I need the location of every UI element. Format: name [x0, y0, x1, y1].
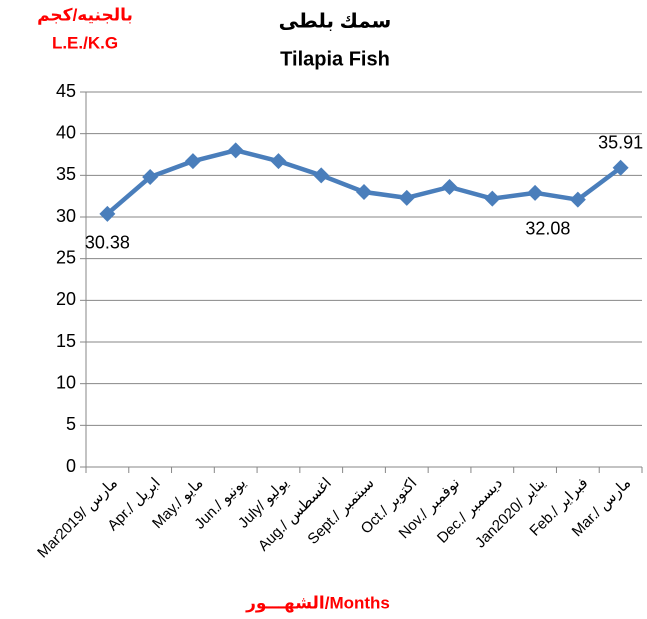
marker	[569, 191, 586, 208]
data-label: 32.08	[525, 218, 570, 238]
marker	[142, 169, 159, 185]
y-tick-label: 10	[56, 372, 76, 392]
data-line	[105, 148, 622, 216]
marker	[99, 205, 116, 222]
x-axis-label: الشهـــور/Months	[245, 593, 390, 613]
y-tick-label: 40	[56, 122, 76, 142]
chart-subtitle: Tilapia Fish	[280, 48, 390, 70]
marker	[184, 153, 201, 170]
chart-title: سمك بلطى	[279, 10, 392, 32]
y-tick-label: 25	[56, 247, 76, 267]
y-unit: L.E./K.G	[52, 33, 118, 52]
y-tick-label: 35	[56, 164, 76, 184]
y-tick-label: 5	[66, 414, 76, 434]
marker	[356, 184, 372, 200]
marker	[227, 142, 244, 159]
marker	[441, 179, 458, 195]
y-tick-label: 30	[56, 206, 76, 226]
y-tick-label: 20	[56, 289, 76, 309]
marker	[270, 153, 287, 170]
marker	[484, 190, 501, 207]
marker	[527, 184, 544, 201]
y-tick-label: 0	[66, 456, 76, 476]
y-tick-label: 15	[56, 331, 76, 351]
data-label: 35.91	[598, 133, 643, 153]
y-tick-label: 45	[56, 81, 76, 101]
y-unit-arabic: بالجنيه/كجم	[37, 5, 133, 24]
marker	[313, 167, 330, 184]
data-label: 30.38	[85, 233, 130, 253]
marker	[612, 159, 629, 176]
marker	[398, 189, 415, 206]
